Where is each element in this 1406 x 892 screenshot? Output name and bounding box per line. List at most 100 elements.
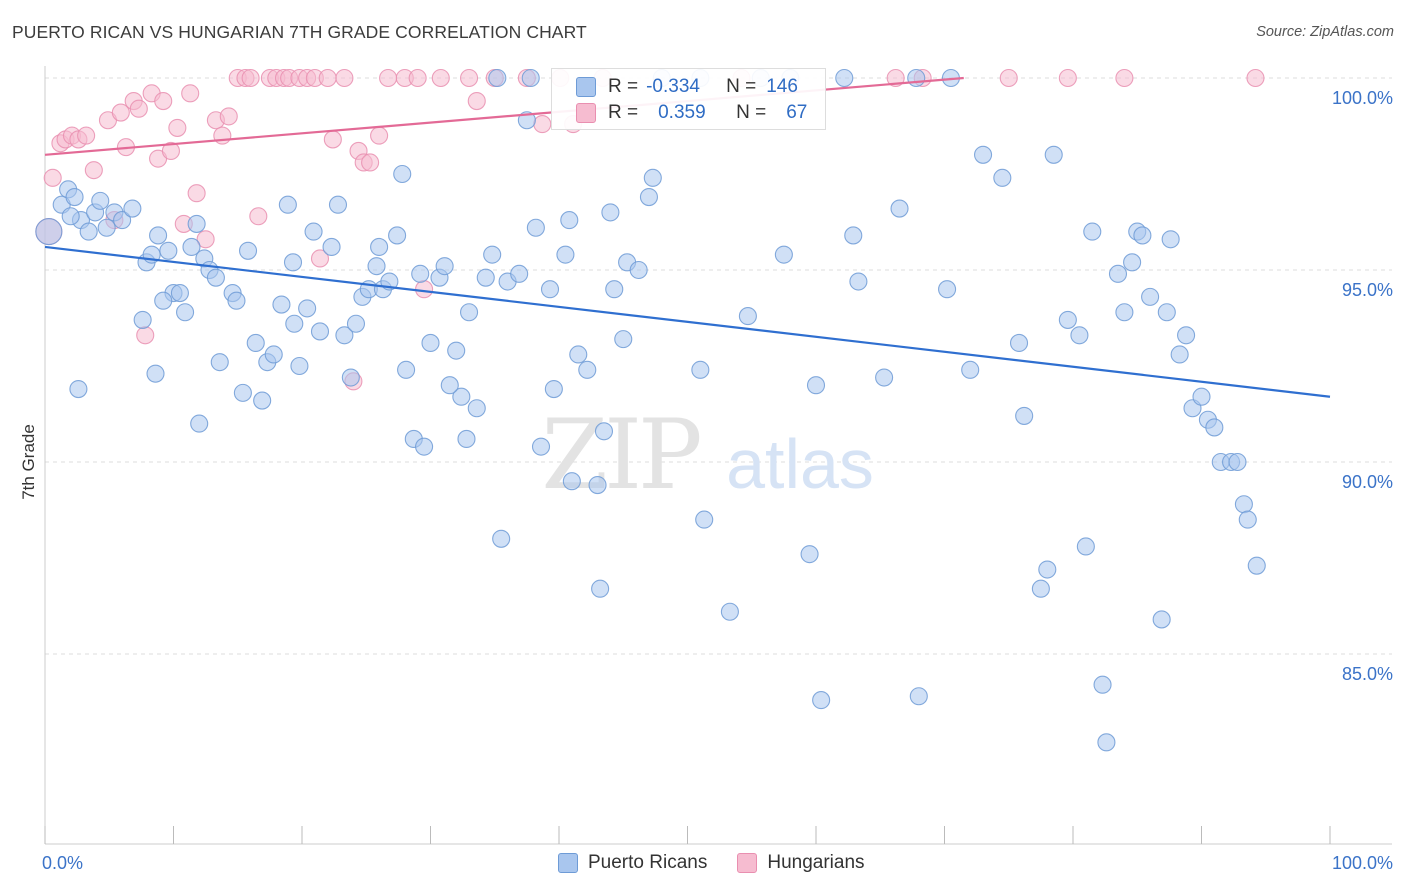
pink-swatch: [737, 853, 758, 873]
puerto-rican-point: [415, 437, 434, 456]
hungarian-point: [161, 141, 180, 161]
hungarian-point: [1115, 68, 1134, 88]
puerto-rican-point: [556, 245, 575, 264]
y-tick-label: 100.0%: [1332, 88, 1393, 108]
puerto-rican-point: [322, 237, 341, 257]
puerto-rican-point: [328, 195, 348, 214]
hungarian-point: [379, 68, 398, 88]
hungarian-point: [249, 207, 268, 226]
puerto-rican-point: [691, 360, 710, 379]
puerto-rican-point: [290, 356, 309, 376]
hungarian-point: [459, 68, 479, 88]
hungarian-point: [999, 68, 1018, 88]
puerto-rican-point: [69, 379, 88, 399]
y-tick-label: 85.0%: [1342, 664, 1393, 684]
puerto-rican-point: [875, 368, 894, 387]
hungarian-point: [415, 280, 434, 299]
puerto-rican-point: [1157, 303, 1176, 322]
hungarian-point: [168, 118, 187, 137]
blue-swatch: [576, 77, 596, 97]
puerto-rican-point: [298, 299, 317, 318]
puerto-rican-point: [738, 307, 757, 326]
legend-label: Puerto Ricans: [588, 852, 708, 873]
stats-legend: R = -0.334 N = 146 R = 0.359 N = 67: [551, 68, 826, 130]
puerto-rican-point: [393, 164, 412, 184]
puerto-rican-point: [540, 280, 560, 299]
puerto-rican-point: [591, 579, 610, 598]
puerto-rican-point: [890, 199, 909, 218]
puerto-rican-point: [993, 168, 1012, 187]
puerto-rican-point: [605, 280, 624, 299]
hungarian-point: [129, 99, 148, 118]
puerto-rican-point: [1247, 556, 1266, 575]
hungarian-point: [187, 184, 206, 203]
puerto-rican-point: [1031, 579, 1050, 598]
puerto-rican-point: [1123, 253, 1142, 272]
puerto-rican-point: [844, 226, 863, 245]
puerto-rican-point: [61, 207, 80, 226]
legend-item-puerto-ricans[interactable]: Puerto Ricans: [558, 852, 707, 874]
puerto-rican-point: [227, 291, 246, 310]
puerto-rican-point: [310, 322, 330, 341]
puerto-rican-point: [1015, 406, 1034, 425]
hungarian-point: [43, 168, 62, 187]
r-label: R =: [608, 102, 639, 123]
hungarian-point: [1246, 68, 1265, 88]
puerto-rican-point: [1070, 326, 1089, 345]
source-label: Source: ZipAtlas.com: [1256, 24, 1394, 40]
puerto-rican-point: [113, 211, 132, 230]
puerto-rican-point: [1205, 418, 1224, 437]
stats-row-hungarians: R = 0.359 N = 67: [576, 100, 807, 126]
legend-label: Hungarians: [767, 852, 865, 873]
puerto-rican-point: [1108, 264, 1128, 283]
puerto-rican-point: [531, 437, 551, 456]
hungarian-point: [335, 68, 354, 88]
r-label: R =: [608, 76, 639, 97]
legend-item-hungarians[interactable]: Hungarians: [737, 852, 865, 874]
hungarian-point: [154, 91, 173, 111]
puerto-rican-point: [457, 429, 476, 449]
puerto-rican-point: [526, 218, 545, 237]
puerto-rican-point: [1170, 345, 1189, 364]
puerto-rican-point: [272, 295, 291, 314]
puerto-rican-point: [123, 199, 142, 218]
puerto-rican-point: [149, 226, 168, 245]
puerto-rican-point: [521, 68, 540, 88]
y-tick-label: 95.0%: [1342, 280, 1393, 300]
puerto-rican-point: [370, 237, 389, 257]
puerto-rican-point: [774, 245, 793, 264]
puerto-rican-point: [569, 345, 588, 364]
hungarian-point: [1058, 68, 1077, 88]
puerto-rican-point: [159, 241, 178, 260]
hungarian-point: [370, 126, 389, 145]
puerto-rican-point: [1228, 452, 1247, 472]
puerto-rican-point: [1192, 387, 1211, 406]
puerto-rican-point: [1234, 495, 1253, 514]
watermark-zip: ZIP: [541, 399, 700, 511]
puerto-rican-point: [517, 111, 536, 130]
puerto-rican-point: [146, 364, 165, 383]
puerto-rican-point: [973, 145, 993, 164]
puerto-rican-point: [447, 341, 466, 360]
puerto-rican-point: [1058, 310, 1077, 329]
y-tick-label: 90.0%: [1342, 472, 1393, 492]
blue-swatch: [558, 853, 578, 873]
puerto-rican-point: [264, 345, 283, 364]
n-value: 67: [786, 102, 808, 123]
puerto-rican-point: [720, 602, 739, 621]
puerto-rican-point: [907, 68, 926, 88]
puerto-rican-point: [154, 291, 173, 310]
watermark: ZIP atlas: [541, 399, 874, 511]
puerto-rican-point: [1044, 145, 1063, 164]
r-value: -0.334: [646, 76, 700, 97]
hungarian-point: [241, 68, 260, 88]
puerto-rican-point: [35, 218, 63, 246]
puerto-rican-point: [643, 168, 662, 187]
x-tick-label: 100.0%: [1332, 853, 1393, 873]
puerto-rican-point: [440, 376, 459, 395]
hungarian-point: [84, 161, 103, 180]
puerto-rican-point: [835, 68, 854, 88]
puerto-rican-point: [190, 414, 209, 433]
legend: Puerto Ricans Hungarians: [558, 852, 895, 874]
